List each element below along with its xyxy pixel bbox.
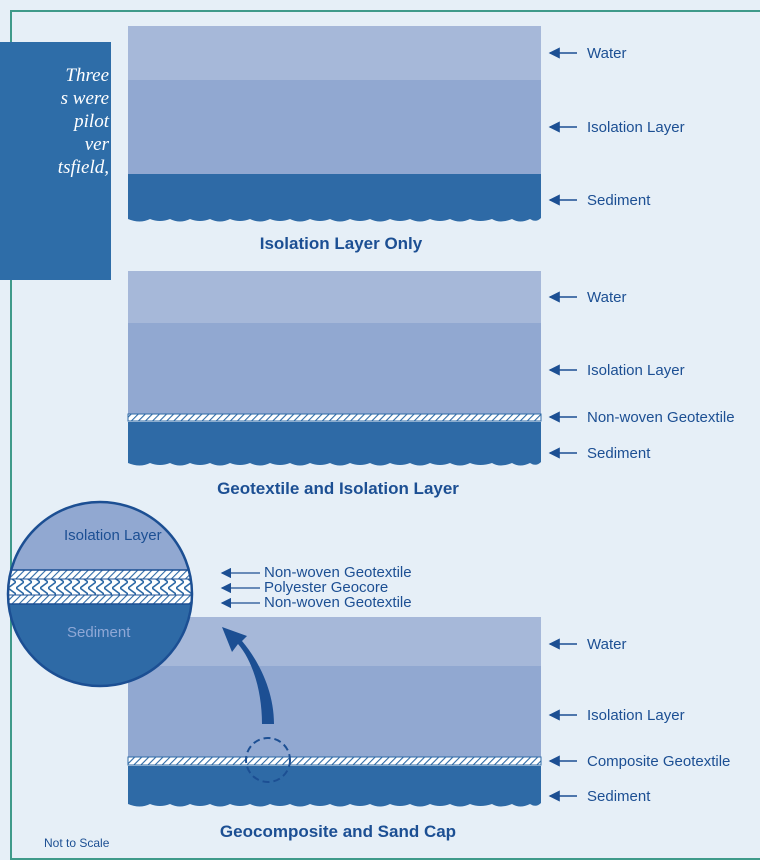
- panel-2-label-geotextile: Non-woven Geotextile: [587, 409, 735, 426]
- panel-1-title: Isolation Layer Only: [259, 234, 423, 253]
- panel-1-arrows: [548, 47, 577, 206]
- detail-geocore: [8, 579, 192, 595]
- detail-callout-3: Non-woven Geotextile: [264, 594, 412, 611]
- scale-note: Not to Scale: [44, 836, 110, 850]
- detail-marker-circle: [245, 737, 291, 783]
- detail-label-isolation: Isolation Layer: [64, 527, 162, 544]
- panel-3-arrows: [548, 638, 577, 802]
- detail-callout-2: Polyester Geocore: [264, 579, 389, 596]
- panel-1-water: [128, 26, 541, 81]
- panel-3-isolation: [128, 666, 541, 758]
- panel-1-label-sediment: Sediment: [587, 192, 651, 209]
- panel-3-water: [128, 617, 541, 667]
- panel-2-arrows: [548, 291, 577, 459]
- detail-magnifier: [8, 502, 192, 686]
- panel-3-label-water: Water: [587, 636, 627, 653]
- panel-3-title: Geocomposite and Sand Cap: [219, 822, 457, 841]
- panel-1-layers: [128, 26, 541, 222]
- panel-3-layers: [127, 617, 542, 807]
- panel-3-label-composite: Composite Geotextile: [587, 753, 731, 770]
- panel-1-sediment: [128, 174, 541, 222]
- caption-box: Three s were pilot ver tsfield,: [0, 42, 111, 280]
- panel-1-label-water: Water: [587, 45, 627, 62]
- panel-2-label-isolation: Isolation Layer: [587, 362, 685, 379]
- caption-text: Three s were pilot ver tsfield,: [57, 65, 109, 178]
- panel-3-label-isolation: Isolation Layer: [587, 707, 685, 724]
- panel-2-title: Geotextile and Isolation Layer: [217, 479, 459, 498]
- panel-2-geotextile: [127, 413, 542, 422]
- detail-geotextile-bottom: [8, 595, 192, 604]
- panel-1-isolation: [128, 80, 541, 175]
- panel-2-label-water: Water: [587, 289, 627, 306]
- detail-callout-1: Non-woven Geotextile: [264, 564, 412, 581]
- panel-3-composite-geotextile: [127, 756, 542, 766]
- panel-3-sediment: [128, 766, 541, 807]
- panel-2-water: [128, 271, 541, 324]
- magnify-arrow: [222, 627, 274, 724]
- panel-1-label-isolation: Isolation Layer: [587, 119, 685, 136]
- detail-geotextile-top: [8, 570, 192, 579]
- panel-3-label-sediment: Sediment: [587, 788, 651, 805]
- detail-circle-outline: [6, 500, 194, 688]
- panel-2-layers: [127, 271, 542, 466]
- panel-2-sediment: [128, 422, 541, 466]
- panel-2-isolation: [128, 323, 541, 416]
- panel-2-label-sediment: Sediment: [587, 445, 651, 462]
- detail-callout-lines: [220, 567, 260, 609]
- detail-label-sediment: Sediment: [67, 624, 131, 641]
